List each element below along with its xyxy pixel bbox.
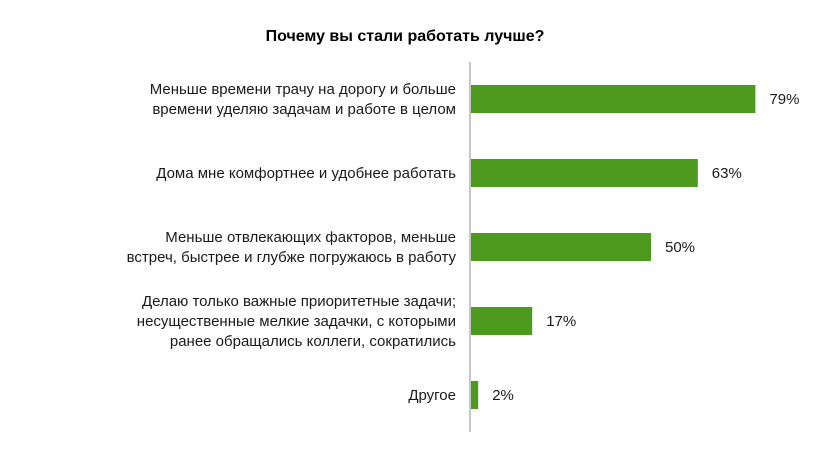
data-label-3: 17% <box>546 313 576 330</box>
category-label-line: Меньше отвлекающих факторов, меньше <box>165 229 456 246</box>
data-label-0: 79% <box>769 91 799 108</box>
bar-0 <box>471 85 756 113</box>
category-label-line: Другое <box>408 387 456 404</box>
bar-4 <box>471 381 479 409</box>
chart-title: Почему вы стали работать лучше? <box>265 28 545 45</box>
bar-2 <box>471 233 651 261</box>
category-label-line: встреч, быстрее и глубже погружаюсь в ра… <box>127 249 457 266</box>
category-label-line: Дома мне комфортнее и удобнее работать <box>156 165 456 182</box>
category-label-line: ранее обращались коллеги, сократились <box>170 333 456 350</box>
data-label-1: 63% <box>712 165 742 182</box>
data-label-2: 50% <box>665 239 695 256</box>
category-label-1: Дома мне комфортнее и удобнее работать <box>156 165 456 182</box>
category-label-2: Меньше отвлекающих факторов, меньше встре… <box>127 229 457 266</box>
category-label-line: времени уделяю задачам и работе в целом <box>152 101 456 118</box>
category-label-3: Делаю только важные приоритетные задачи;… <box>137 293 456 350</box>
bar-1 <box>471 159 698 187</box>
category-label-4: Другое <box>408 387 456 404</box>
data-label-4: 2% <box>492 387 514 404</box>
category-label-line: Делаю только важные приоритетные задачи; <box>142 293 456 310</box>
category-label-0: Меньше времени трачу на дорогу и больше в… <box>150 81 456 118</box>
bar-3 <box>471 307 533 335</box>
category-label-line: Меньше времени трачу на дорогу и больше <box>150 81 456 98</box>
category-label-line: несущественные мелкие задачки, с которым… <box>137 313 456 330</box>
